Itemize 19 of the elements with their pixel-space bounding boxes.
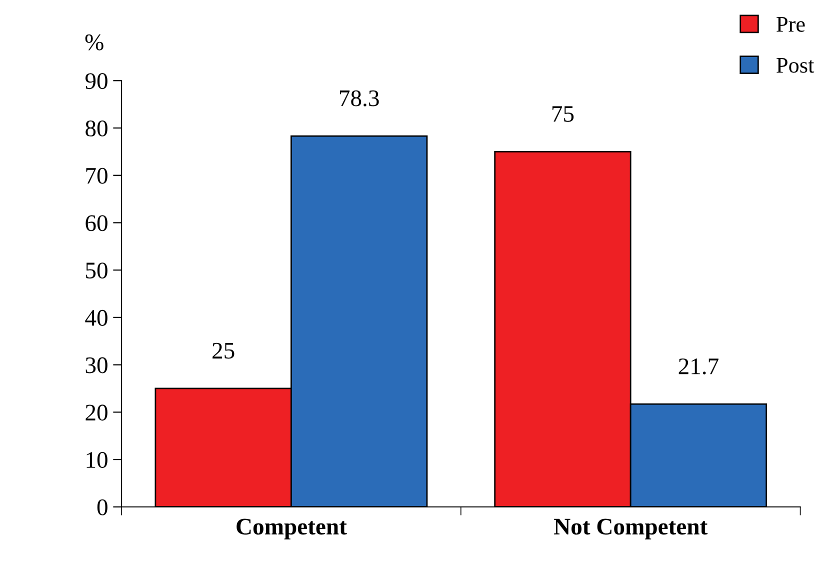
y-tick-label: 90 bbox=[85, 73, 108, 90]
y-tick-label: 60 bbox=[86, 215, 108, 232]
data-label: 25 bbox=[212, 342, 234, 359]
y-tick-label: 30 bbox=[86, 357, 108, 374]
data-label: 21.7 bbox=[678, 358, 718, 374]
y-tick-label: 40 bbox=[85, 310, 108, 326]
y-tick-label: 50 bbox=[86, 262, 108, 279]
x-tick-label: Competent bbox=[236, 518, 347, 540]
x-tick-label: Not Competent bbox=[554, 518, 708, 540]
legend-label: Pre bbox=[776, 17, 805, 32]
y-tick-label: 10 bbox=[86, 452, 108, 468]
y-tick-label: 0 bbox=[97, 499, 108, 516]
y-axis-title: % bbox=[85, 34, 104, 50]
y-tick-label: 80 bbox=[86, 120, 108, 136]
data-label: 75 bbox=[552, 106, 574, 122]
data-label: 78.3 bbox=[340, 90, 379, 106]
legend-label: Post bbox=[776, 58, 814, 73]
y-tick-label: 70 bbox=[86, 168, 108, 184]
y-tick-label: 20 bbox=[86, 404, 108, 421]
